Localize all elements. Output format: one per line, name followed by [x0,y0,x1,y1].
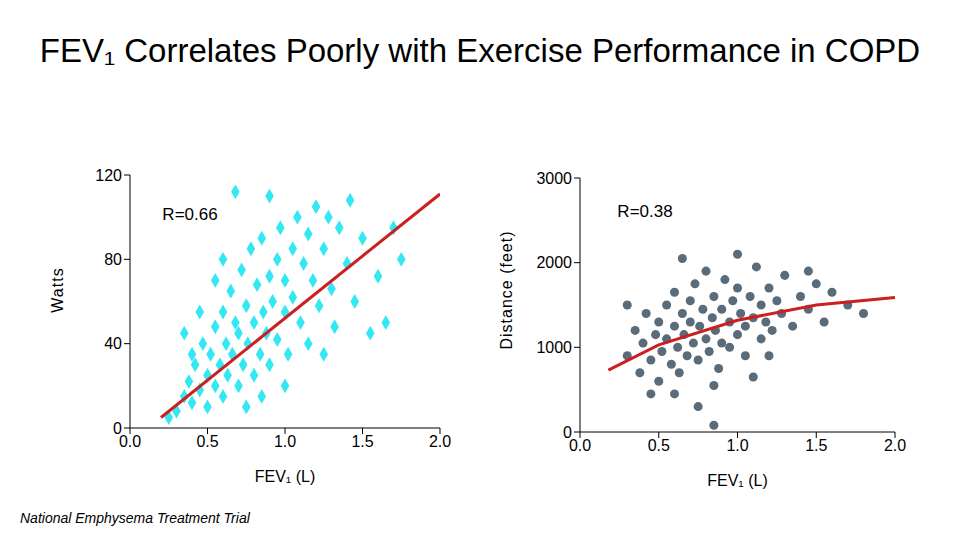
svg-text:0: 0 [113,420,122,437]
svg-text:40: 40 [104,335,122,352]
svg-text:FEV₁ (L): FEV₁ (L) [707,472,768,489]
html-text:R=0.38: R=0.38 [617,202,673,221]
html-text:FEV₁ Correlates Poorly with Ex: FEV₁ Correlates Poorly with Exercise Per… [39,32,921,69]
svg-text:0.5: 0.5 [196,433,218,450]
html-text:R=0.66: R=0.66 [162,205,218,224]
svg-text:2.0: 2.0 [429,433,451,450]
svg-text:FEV₁ (L): FEV₁ (L) [255,468,316,485]
html-text:Distance (feet): Distance (feet) [498,230,515,350]
svg-text:1.0: 1.0 [726,437,748,454]
svg-text:1000: 1000 [536,339,572,356]
html-text:National Emphysema Treatment T: National Emphysema Treatment Trial [20,510,250,526]
svg-text:80: 80 [104,251,122,268]
svg-text:3000: 3000 [536,170,572,187]
svg-text:0.0: 0.0 [119,433,141,450]
html-text:Watts: Watts [49,267,66,313]
svg-text:0.0: 0.0 [569,437,591,454]
svg-text:1.5: 1.5 [805,437,827,454]
svg-text:1.0: 1.0 [274,433,296,450]
svg-text:2.0: 2.0 [884,437,906,454]
svg-text:2000: 2000 [536,254,572,271]
svg-text:0: 0 [563,424,572,441]
svg-text:1.5: 1.5 [351,433,373,450]
svg-text:120: 120 [95,167,122,184]
svg-text:0.5: 0.5 [648,437,670,454]
